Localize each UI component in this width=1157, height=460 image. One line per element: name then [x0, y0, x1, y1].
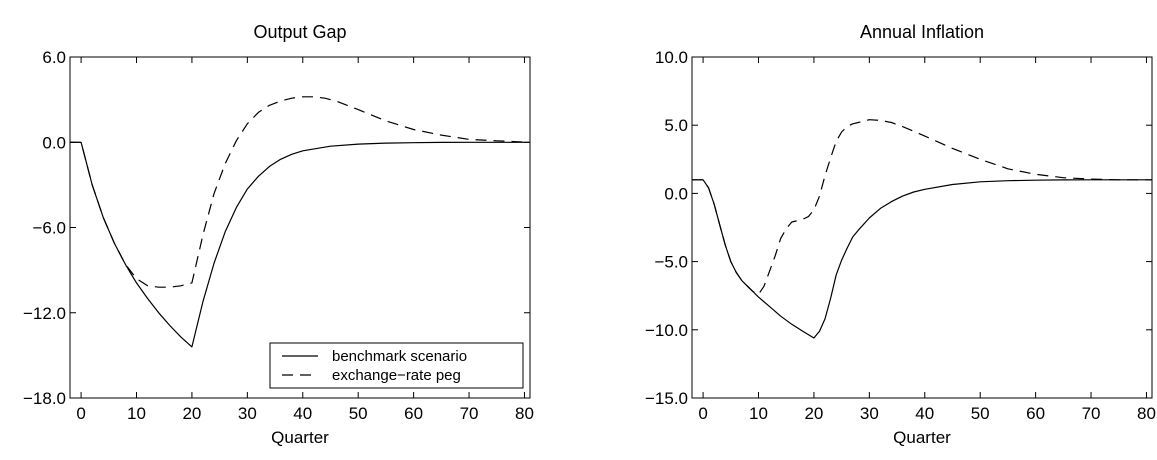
output-gap-x-tick-label: 80 — [515, 404, 534, 423]
output-gap-y-tick-label: 0.0 — [42, 133, 66, 152]
output-gap-x-tick-label: 70 — [460, 404, 479, 423]
annual-inflation-x-tick-label: 30 — [860, 404, 879, 423]
output-gap-series-benchmark-line — [70, 141, 530, 348]
output-gap-legend-box — [269, 342, 524, 389]
output-gap-legend-label: benchmark scenario — [332, 348, 467, 365]
annual-inflation-y-tick-label: 10.0 — [655, 48, 688, 67]
annual-inflation-y-tick-label: 0.0 — [664, 184, 688, 203]
annual-inflation-title: Annual Inflation — [860, 22, 984, 42]
output-gap-x-tick-label: 20 — [182, 404, 201, 423]
output-gap-x-tick-label: 60 — [404, 404, 423, 423]
annual-inflation-x-tick-label: 40 — [915, 404, 934, 423]
output-gap-x-tick-label: 0 — [76, 404, 85, 423]
annual-inflation-series-exchange-rate-peg-line — [692, 119, 1152, 295]
output-gap-y-tick-label: −12.0 — [23, 304, 66, 323]
output-gap-y-tick-label: −6.0 — [32, 219, 66, 238]
annual-inflation-x-tick-label: 10 — [749, 404, 768, 423]
annual-inflation-x-tick-label: 60 — [1026, 404, 1045, 423]
output-gap-series-exchange-rate-peg-line — [70, 96, 531, 288]
output-gap-legend-label: exchange−rate peg — [332, 367, 461, 384]
annual-inflation-y-tick-label: 5.0 — [664, 116, 688, 135]
annual-inflation-y-tick-label: −5.0 — [654, 253, 688, 272]
annual-inflation-y-tick-label: −15.0 — [645, 389, 688, 408]
output-gap-x-tick-label: 50 — [349, 404, 368, 423]
annual-inflation-x-axis-label: Quarter — [893, 428, 951, 447]
annual-inflation-panel: Annual Inflation 0 10 20 30 40 50 60 70 80 −15.0 −1… — [645, 22, 1156, 447]
annual-inflation-x-tick-label: 70 — [1082, 404, 1101, 423]
annual-inflation-x-tick-label: 20 — [804, 404, 823, 423]
output-gap-title: Output Gap — [253, 22, 346, 42]
annual-inflation-x-tick-label: 0 — [698, 404, 707, 423]
output-gap-x-tick-label: 40 — [293, 404, 312, 423]
output-gap-y-tick-label: 6.0 — [42, 48, 66, 67]
annual-inflation-x-tick-label: 80 — [1137, 404, 1156, 423]
output-gap-x-tick-label: 10 — [127, 404, 146, 423]
output-gap-y-tick-label: −18.0 — [23, 389, 66, 408]
output-gap-x-axis-label: Quarter — [271, 428, 329, 447]
annual-inflation-series-benchmark-line — [692, 179, 1152, 339]
output-gap-panel: Output Gap 0 10 20 30 40 50 60 70 80 −18.0 −12.0 −6.… — [23, 22, 534, 447]
annual-inflation-x-tick-label: 50 — [971, 404, 990, 423]
annual-inflation-axes-frame — [691, 56, 1153, 399]
output-gap-x-tick-label: 30 — [238, 404, 257, 423]
annual-inflation-y-tick-label: −10.0 — [645, 321, 688, 340]
